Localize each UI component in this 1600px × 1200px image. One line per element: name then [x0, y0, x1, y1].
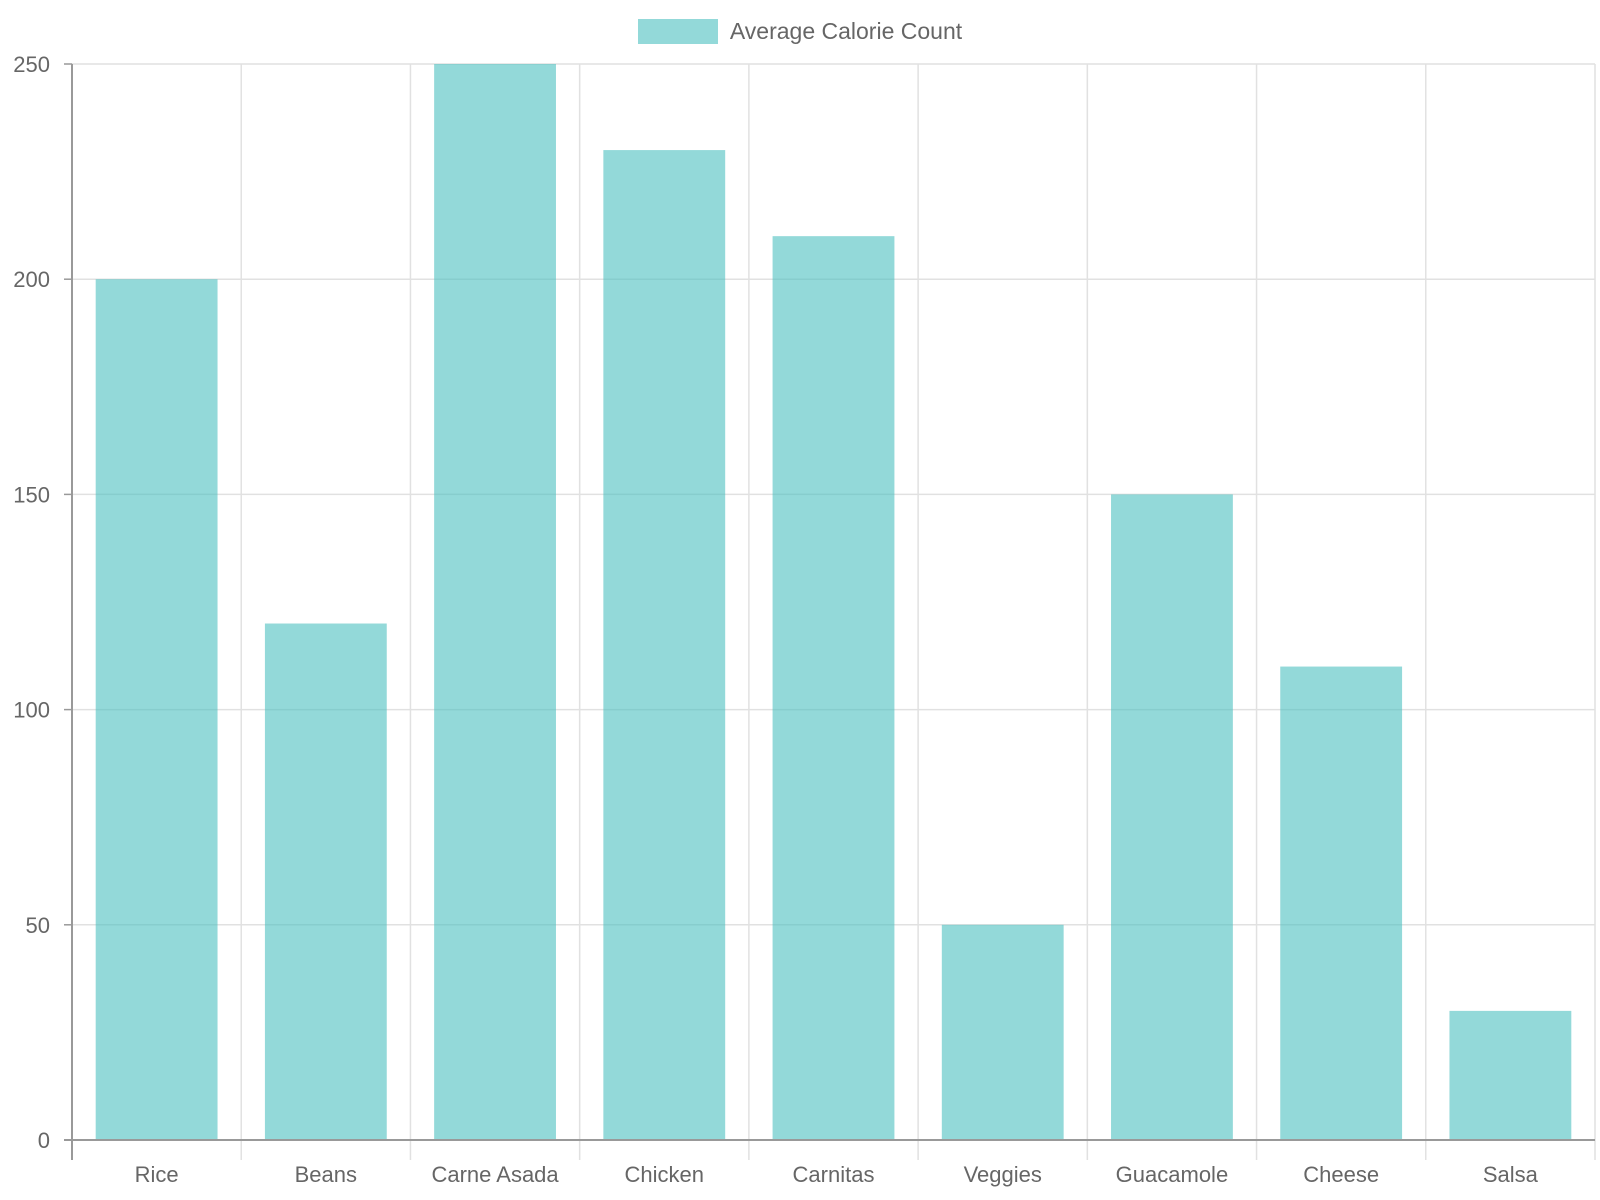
y-tick-label: 100	[13, 698, 50, 723]
x-tick-label: Carnitas	[793, 1162, 875, 1187]
bar-beans[interactable]	[264, 623, 387, 1140]
legend-label: Average Calorie Count	[729, 18, 963, 44]
y-tick-label: 250	[13, 52, 50, 77]
x-tick-label: Veggies	[964, 1162, 1042, 1187]
y-tick-label: 150	[13, 482, 50, 507]
bar-carne-asada[interactable]	[434, 64, 556, 1140]
y-tick-label: 0	[38, 1128, 50, 1153]
bar-rice[interactable]	[95, 279, 218, 1140]
x-tick-label: Chicken	[625, 1162, 704, 1187]
x-tick-label: Cheese	[1303, 1162, 1379, 1187]
bar-chicken[interactable]	[603, 150, 726, 1140]
bar-guacamole[interactable]	[1111, 494, 1233, 1140]
x-tick-label: Guacamole	[1116, 1162, 1229, 1187]
legend-swatch	[637, 19, 718, 44]
y-tick-label: 200	[13, 267, 50, 292]
x-tick-label: Beans	[295, 1162, 357, 1187]
legend[interactable]: Average Calorie Count	[0, 18, 1600, 45]
bar-cheese[interactable]	[1280, 666, 1403, 1140]
y-tick-label: 50	[26, 913, 50, 938]
bar-salsa[interactable]	[1449, 1010, 1572, 1140]
x-tick-label: Rice	[135, 1162, 179, 1187]
bar-veggies[interactable]	[941, 924, 1064, 1140]
x-tick-label: Salsa	[1483, 1162, 1539, 1187]
bar-carnitas[interactable]	[772, 236, 895, 1140]
x-tick-label: Carne Asada	[431, 1162, 559, 1187]
